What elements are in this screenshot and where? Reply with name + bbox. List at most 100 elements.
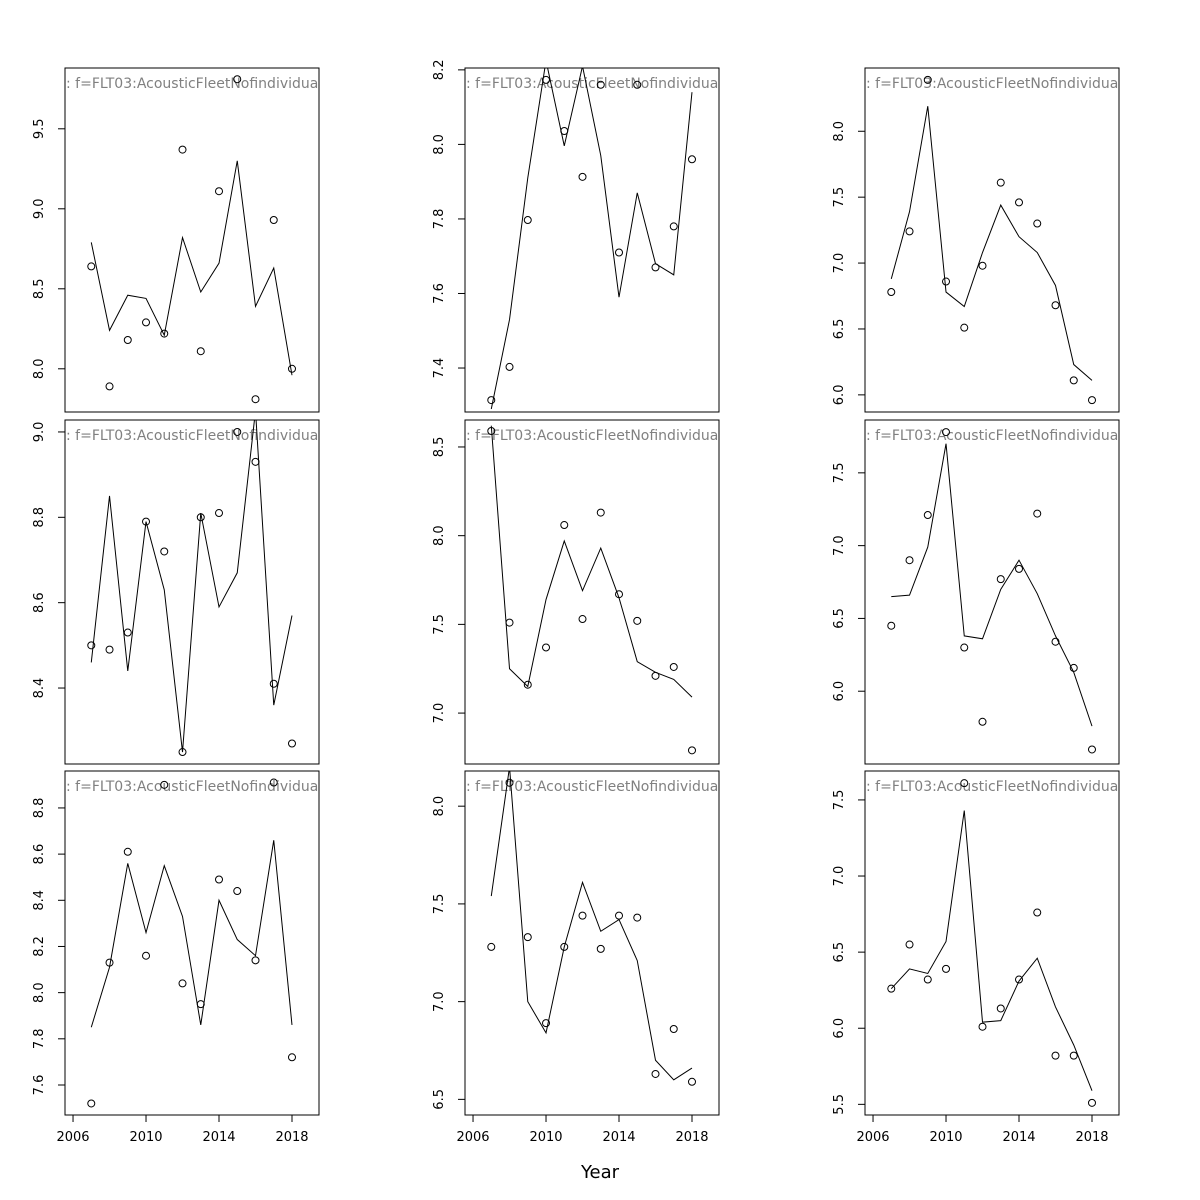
plot-area: : f=FLT03:AcousticFleetNofindividuals, bbox=[866, 75, 1134, 405]
data-point bbox=[1087, 396, 1096, 405]
data-point bbox=[1033, 509, 1042, 518]
x-tick-label: 2018 bbox=[275, 1130, 308, 1145]
fitted-line bbox=[490, 425, 693, 698]
y-tick-label: 8.5 bbox=[32, 278, 47, 299]
panel-annotation: : f=FLT03:AcousticFleetNofindividuals, bbox=[866, 428, 1134, 444]
panel-frame bbox=[464, 67, 720, 413]
data-point bbox=[578, 172, 587, 181]
fitted-line bbox=[90, 840, 293, 1028]
y-tick-label: 6.5 bbox=[832, 319, 847, 340]
plot-area: : f=FLT03:AcousticFleetNofindividuals, bbox=[66, 75, 319, 404]
data-point bbox=[287, 364, 296, 373]
data-point bbox=[1015, 564, 1024, 573]
data-point bbox=[505, 778, 514, 787]
data-point bbox=[1069, 1051, 1078, 1060]
data-point bbox=[923, 511, 932, 520]
panel-annotation: : f=FLT03:AcousticFleetNofindividuals, bbox=[466, 779, 734, 795]
y-tick-label: 7.5 bbox=[832, 187, 847, 208]
data-point bbox=[960, 643, 969, 652]
y-tick-label: 7.0 bbox=[832, 535, 847, 556]
y-tick-label: 6.5 bbox=[432, 1089, 447, 1110]
y-tick-label: 7.6 bbox=[32, 1075, 47, 1096]
panel-annotation: : f=FLT03:AcousticFleetNofindividuals, bbox=[866, 76, 1134, 92]
data-point bbox=[269, 778, 278, 787]
data-point bbox=[178, 145, 187, 154]
panel: : f=FLT03:AcousticFleetNofindividuals, 8.… bbox=[32, 67, 320, 413]
panel: : f=FLT03:AcousticFleetNofindividuals, 6.… bbox=[832, 67, 1134, 413]
data-point bbox=[160, 329, 169, 338]
data-point bbox=[1051, 301, 1060, 310]
data-point bbox=[978, 261, 987, 270]
data-point bbox=[887, 621, 896, 630]
data-point bbox=[651, 1069, 660, 1078]
y-tick-label: 8.6 bbox=[32, 592, 47, 613]
data-point bbox=[123, 336, 132, 344]
data-point bbox=[560, 942, 569, 951]
data-point bbox=[233, 887, 242, 896]
y-tick-label: 6.5 bbox=[832, 608, 847, 629]
x-tick-label: 2010 bbox=[129, 1130, 162, 1145]
plot-area: : f=FLT03:AcousticFleetNofindividuals, bbox=[466, 771, 734, 1086]
data-point bbox=[287, 739, 296, 748]
panel: : f=FLT03:AcousticFleetNofindividuals, 8.… bbox=[32, 419, 320, 765]
data-point bbox=[487, 942, 496, 951]
plot-area: : f=FLT03:AcousticFleetNofindividuals, bbox=[466, 68, 734, 410]
panel: : f=FLT03:AcousticFleetNofindividuals, 7.… bbox=[32, 770, 334, 1145]
data-point bbox=[905, 940, 914, 949]
data-point bbox=[687, 746, 696, 755]
data-point bbox=[996, 178, 1005, 187]
data-point bbox=[633, 913, 642, 922]
data-point bbox=[196, 347, 205, 356]
panel-annotation: : f=FLT03:AcousticFleetNofindividuals, bbox=[66, 779, 334, 795]
data-point bbox=[596, 508, 605, 517]
x-tick-label: 2010 bbox=[529, 1130, 562, 1145]
data-point bbox=[942, 428, 951, 437]
y-tick-label: 8.8 bbox=[32, 507, 47, 528]
x-tick-label: 2018 bbox=[1075, 1130, 1108, 1145]
y-tick-label: 7.5 bbox=[432, 614, 447, 635]
data-point bbox=[669, 662, 678, 671]
data-point bbox=[942, 964, 951, 973]
data-point bbox=[1051, 637, 1060, 646]
y-tick-label: 8.4 bbox=[32, 890, 47, 911]
data-point bbox=[596, 944, 605, 953]
data-point bbox=[1069, 376, 1078, 385]
y-tick-label: 7.8 bbox=[432, 209, 447, 230]
fitted-line bbox=[890, 106, 1093, 381]
data-point bbox=[687, 155, 696, 164]
y-tick-label: 6.0 bbox=[832, 681, 847, 702]
x-tick-label: 2014 bbox=[202, 1130, 235, 1145]
data-point bbox=[233, 427, 242, 436]
data-point bbox=[487, 396, 496, 405]
plot-area: : f=FLT03:AcousticFleetNofindividuals, bbox=[66, 420, 319, 757]
y-tick-label: 8.2 bbox=[32, 936, 47, 957]
data-point bbox=[633, 80, 642, 89]
y-tick-label: 7.5 bbox=[832, 790, 847, 811]
data-point bbox=[215, 509, 224, 518]
data-point bbox=[1087, 745, 1096, 754]
y-tick-label: 7.5 bbox=[432, 894, 447, 915]
data-point bbox=[1015, 975, 1024, 984]
data-point bbox=[105, 645, 114, 654]
data-point bbox=[505, 618, 514, 627]
data-point bbox=[578, 615, 587, 624]
panel-annotation: : f=FLT03:AcousticFleetNofindividuals, bbox=[866, 779, 1134, 795]
data-point bbox=[542, 643, 551, 652]
fitted-line bbox=[891, 443, 1093, 727]
y-tick-label: 8.2 bbox=[432, 60, 447, 81]
x-tick-label: 2014 bbox=[1002, 1130, 1035, 1145]
data-point bbox=[287, 1053, 296, 1062]
y-tick-label: 6.5 bbox=[832, 942, 847, 963]
y-tick-label: 9.5 bbox=[32, 118, 47, 139]
data-point bbox=[251, 395, 260, 404]
fitted-line bbox=[490, 68, 693, 410]
data-point bbox=[142, 951, 151, 960]
data-point bbox=[1033, 219, 1042, 228]
data-point bbox=[887, 288, 896, 297]
y-tick-label: 5.5 bbox=[832, 1094, 847, 1115]
x-tick-label: 2006 bbox=[456, 1130, 489, 1145]
plot-area: : f=FLT03:AcousticFleetNofindividuals, bbox=[866, 779, 1134, 1107]
y-tick-label: 8.0 bbox=[432, 796, 447, 817]
fitted-line bbox=[90, 420, 293, 753]
panel-annotation: : f=FLT03:AcousticFleetNofindividuals, bbox=[466, 76, 734, 92]
